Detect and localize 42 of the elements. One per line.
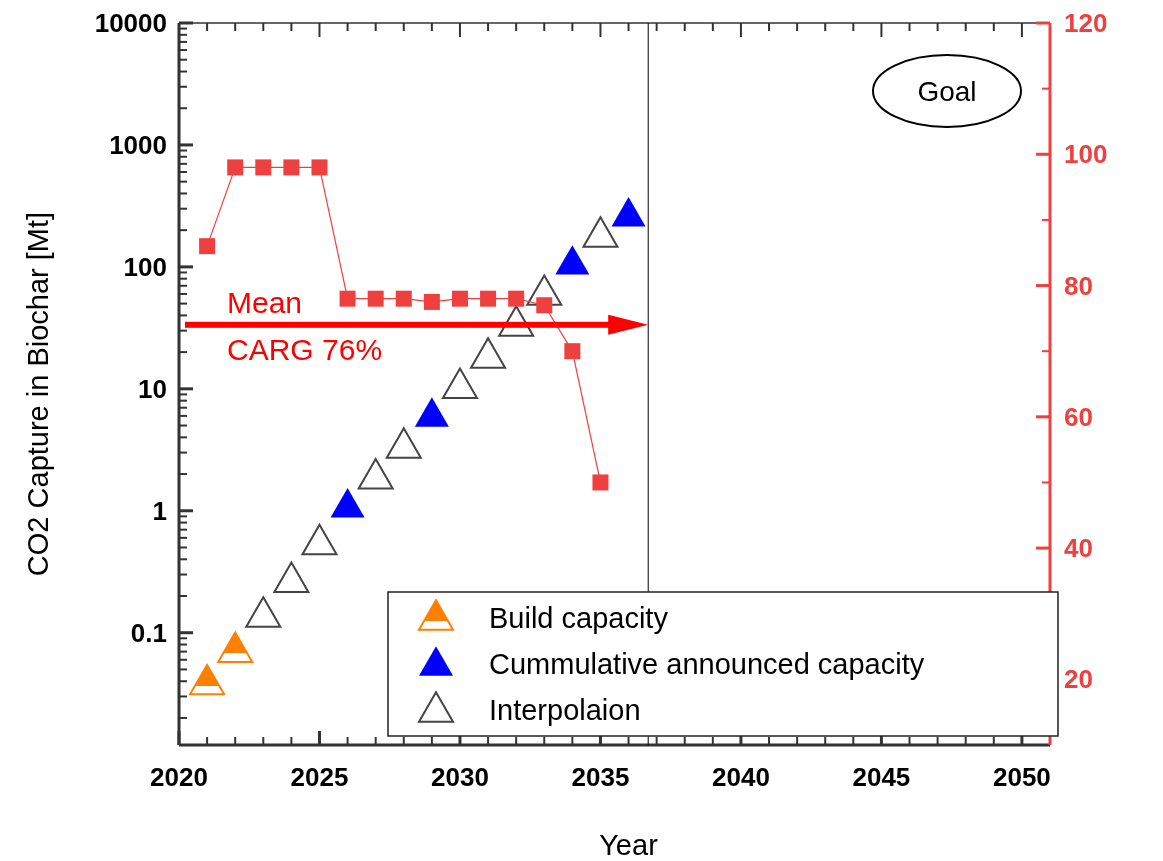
annotation: Mean CARG 76% [227, 285, 383, 366]
point [470, 337, 507, 369]
point [526, 274, 563, 306]
point [441, 367, 478, 400]
point [385, 427, 422, 459]
point [611, 197, 646, 227]
y2-tick-label: 80 [1064, 270, 1093, 301]
x-tick-label: 2045 [852, 762, 911, 792]
x-axis-title: Year [599, 829, 659, 861]
y-tick-label: 0.1 [130, 617, 167, 648]
annotation: Goal [917, 76, 977, 107]
point [357, 458, 394, 490]
x-tick-label: 2020 [150, 762, 208, 792]
x-tick-label: 2040 [712, 762, 770, 792]
y-tick-label: 1 [152, 495, 167, 526]
legend-label: Build capacity [489, 602, 669, 634]
point [189, 663, 226, 696]
point [217, 631, 254, 663]
y-axis-title: CO2 Capture in Biochar [Mt] [22, 211, 54, 577]
point [555, 245, 590, 275]
legend-label: Interpolaion [489, 694, 641, 726]
point [582, 216, 619, 248]
y-tick-label: 10 [138, 373, 167, 404]
y2-tick-label: 40 [1064, 533, 1093, 564]
x-tick-label: 2030 [431, 762, 489, 792]
y2-tick-label: 60 [1064, 401, 1093, 432]
y2-tick-label: 120 [1064, 8, 1108, 38]
y2-tick-label: 100 [1064, 139, 1108, 170]
point [273, 561, 310, 593]
point [245, 596, 282, 628]
point [301, 523, 338, 556]
y-tick-label: 10000 [94, 8, 167, 38]
x-tick-label: 2025 [290, 762, 349, 792]
y2-tick-label: 20 [1064, 664, 1093, 695]
point [498, 305, 535, 337]
y-tick-label: 1000 [109, 129, 167, 160]
point [414, 397, 449, 427]
point [330, 488, 365, 518]
y-tick-label: 100 [123, 251, 167, 282]
x-tick-label: 2050 [992, 762, 1051, 792]
x-tick-label: 2035 [571, 762, 630, 792]
legend-label: Cummulative announced capacity [489, 648, 925, 680]
